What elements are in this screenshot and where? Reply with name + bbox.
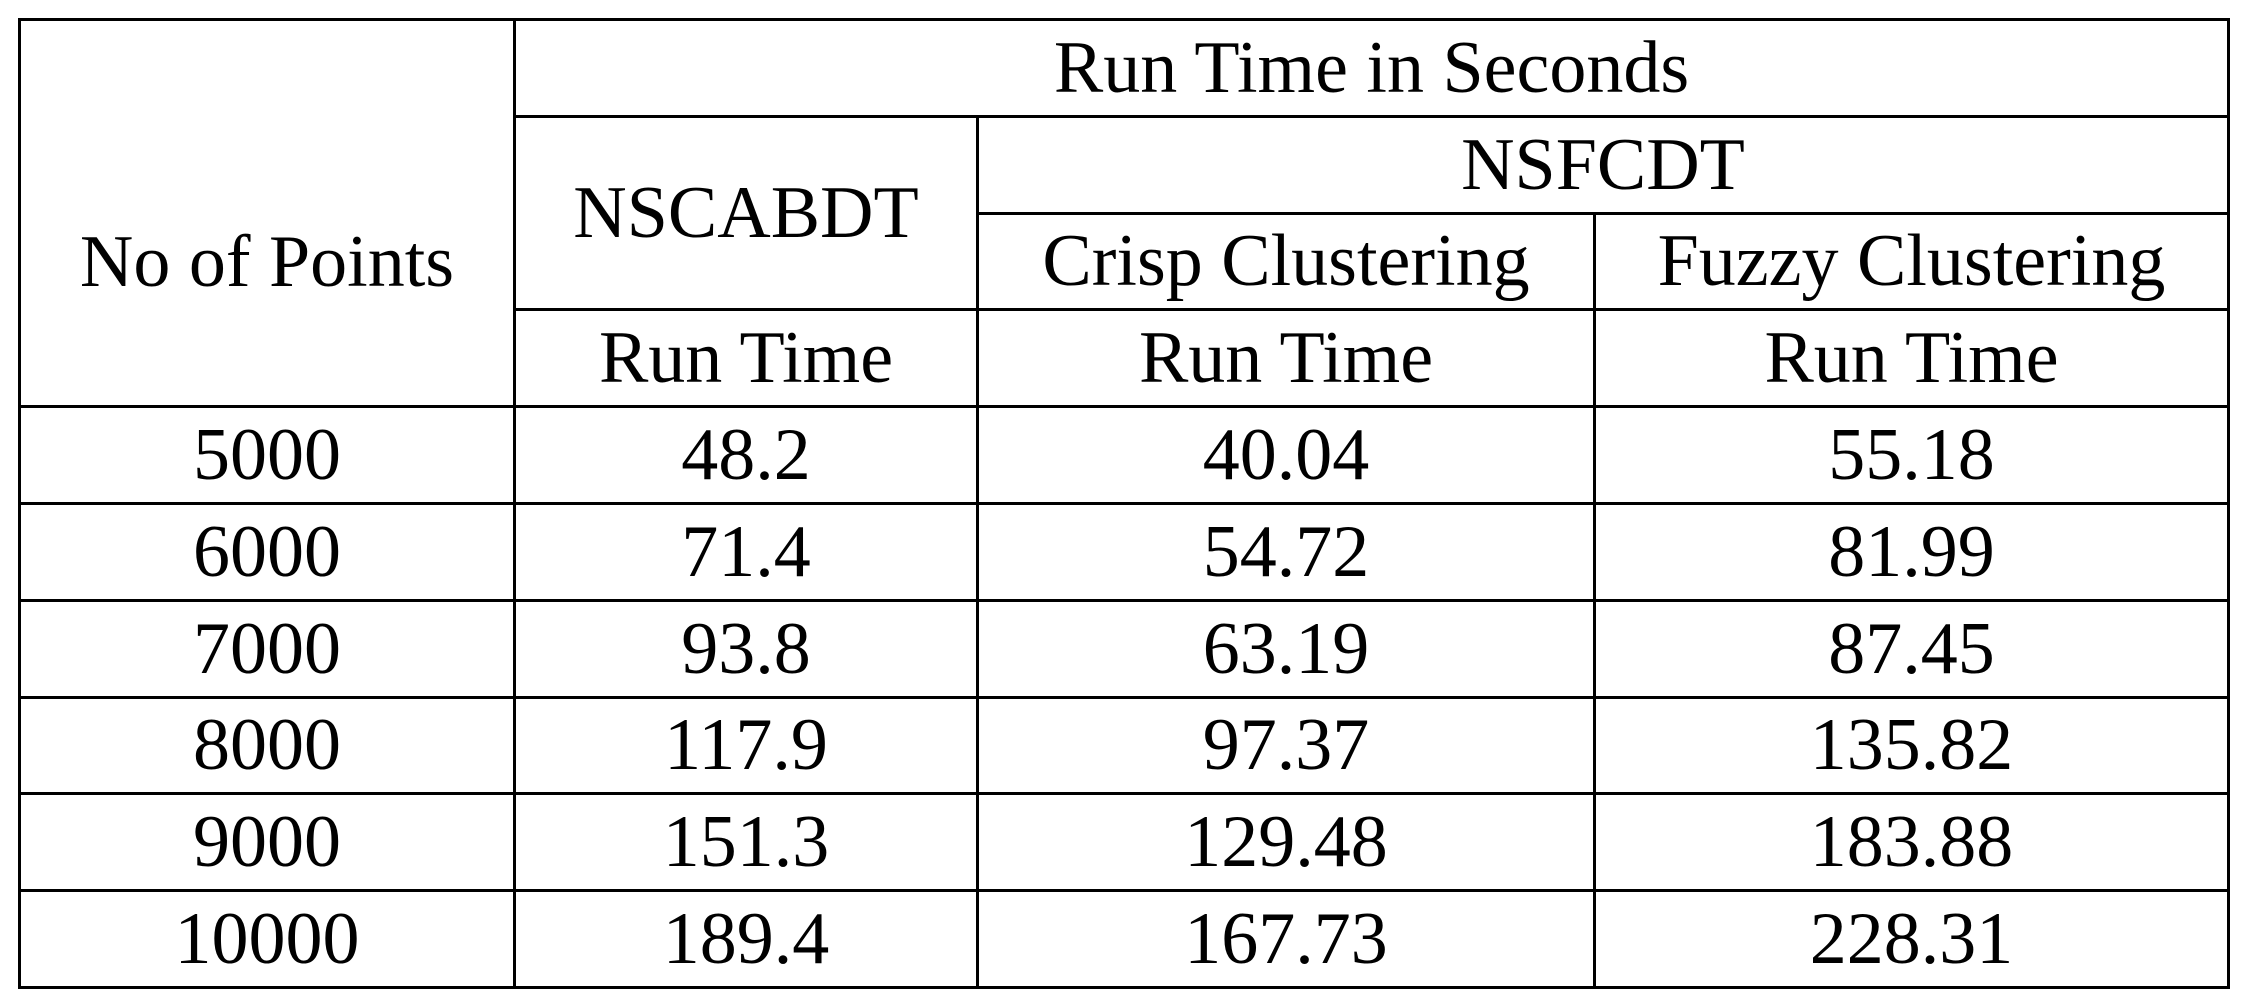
table-row: 9000 151.3 129.48 183.88 <box>18 792 2230 893</box>
cell-fuzzy: 183.88 <box>1593 792 2230 893</box>
cell-nscabdt: 189.4 <box>513 889 979 989</box>
cell-points: 7000 <box>18 598 516 699</box>
header-run-time-fuzzy: Run Time <box>1593 308 2230 409</box>
table-row: 8000 117.9 97.37 135.82 <box>18 695 2230 796</box>
cell-points: 9000 <box>18 792 516 893</box>
header-no-of-points: No of Points <box>18 17 516 409</box>
cell-crisp: 129.48 <box>976 792 1596 893</box>
table-row: 10000 189.4 167.73 228.31 <box>18 889 2230 989</box>
cell-fuzzy: 55.18 <box>1593 405 2230 505</box>
cell-points: 10000 <box>18 889 516 989</box>
header-nsfcdt: NSFCDT <box>976 114 2230 215</box>
header-nscabdt: NSCABDT <box>513 114 979 312</box>
runtime-table: No of Points Run Time in Seconds NSCABDT… <box>18 17 2230 989</box>
header-crisp-clustering: Crisp Clustering <box>976 211 1596 312</box>
header-row-1: No of Points Run Time in Seconds <box>18 17 2230 409</box>
cell-crisp: 97.37 <box>976 695 1596 796</box>
cell-fuzzy: 81.99 <box>1593 501 2230 602</box>
header-no-of-points-label: No of Points <box>79 221 455 304</box>
cell-crisp: 40.04 <box>976 405 1596 505</box>
cell-fuzzy: 228.31 <box>1593 889 2230 989</box>
header-row-2: NSCABDT NSFCDT <box>20 114 2230 312</box>
cell-crisp: 63.19 <box>976 598 1596 699</box>
cell-nscabdt: 93.8 <box>513 598 979 699</box>
table-row: 7000 93.8 63.19 87.45 <box>18 598 2230 699</box>
cell-nscabdt: 71.4 <box>513 501 979 602</box>
cell-fuzzy: 135.82 <box>1593 695 2230 796</box>
table-row: 5000 48.2 40.04 55.18 <box>18 405 2230 505</box>
cell-crisp: 167.73 <box>976 889 1596 989</box>
cell-nscabdt: 151.3 <box>513 792 979 893</box>
header-fuzzy-clustering: Fuzzy Clustering <box>1593 211 2230 312</box>
header-row-4: Run Time Run Time Run Time <box>20 308 2230 409</box>
cell-nscabdt: 48.2 <box>513 405 979 505</box>
cell-points: 8000 <box>18 695 516 796</box>
table-row: 6000 71.4 54.72 81.99 <box>18 501 2230 602</box>
header-row-3: Crisp Clustering Fuzzy Clustering <box>20 211 2230 312</box>
header-run-time-nscabdt: Run Time <box>513 308 979 409</box>
header-run-time-in-seconds: Run Time in Seconds <box>513 18 2230 118</box>
cell-fuzzy: 87.45 <box>1593 598 2230 699</box>
cell-nscabdt: 117.9 <box>513 695 979 796</box>
cell-crisp: 54.72 <box>976 501 1596 602</box>
cell-points: 6000 <box>18 501 516 602</box>
header-run-time-crisp: Run Time <box>976 308 1596 409</box>
cell-points: 5000 <box>18 405 516 505</box>
